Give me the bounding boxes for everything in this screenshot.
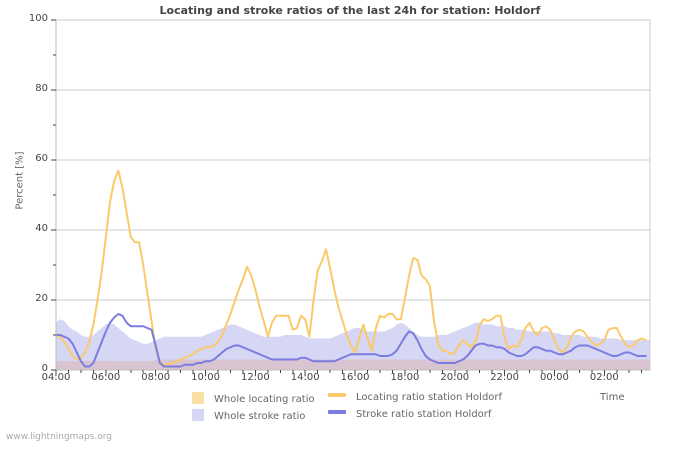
x-tick-label: 16:00 (340, 372, 370, 383)
x-tick-label: 02:00 (589, 372, 619, 383)
legend-item[interactable]: Whole locating ratio (192, 392, 315, 405)
legend-swatch (192, 409, 204, 421)
y-tick-label: 20 (35, 293, 48, 304)
x-axis-label: Time (600, 392, 625, 403)
x-tick-label: 12:00 (240, 372, 270, 383)
legend-swatch (192, 392, 204, 404)
legend-label: Stroke ratio station Holdorf (356, 409, 492, 420)
x-tick-label: 00:00 (540, 372, 569, 383)
legend-label: Locating ratio station Holdorf (356, 392, 503, 403)
chart-title: Locating and stroke ratios of the last 2… (159, 4, 541, 17)
legend-swatch (328, 410, 346, 414)
legend-label: Whole stroke ratio (214, 411, 306, 422)
x-tick-label: 08:00 (141, 372, 171, 383)
chart-legend: Whole locating ratio Whole stroke ratio Lo… (0, 392, 700, 428)
legend-item[interactable]: Whole stroke ratio (192, 409, 305, 422)
x-tick-label: 06:00 (91, 372, 121, 383)
y-tick-label: 80 (35, 83, 48, 94)
legend-item[interactable]: Stroke ratio station Holdorf (328, 409, 491, 420)
y-tick-label: 100 (28, 13, 48, 24)
watermark: www.lightningmaps.org (6, 432, 112, 442)
x-tick-label: 10:00 (191, 372, 220, 383)
legend-item[interactable]: Locating ratio station Holdorf (328, 392, 502, 403)
x-tick-label: 22:00 (490, 372, 520, 383)
y-tick-label: 40 (35, 223, 48, 234)
x-tick-label: 20:00 (440, 372, 470, 383)
x-tick-label: 04:00 (41, 372, 71, 383)
legend-swatch (328, 393, 346, 397)
y-tick-label: 0 (41, 363, 48, 374)
legend-label: Whole locating ratio (214, 394, 315, 405)
x-tick-label: 18:00 (390, 372, 420, 383)
x-tick-label: 14:00 (290, 372, 320, 383)
y-tick-label: 60 (35, 153, 48, 164)
